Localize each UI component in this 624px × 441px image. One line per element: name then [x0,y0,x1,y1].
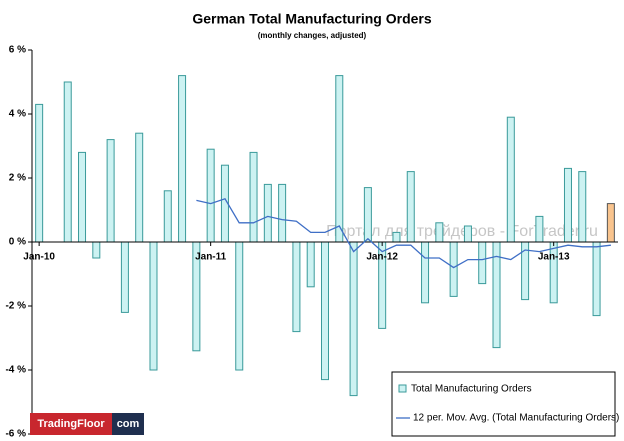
y-tick-label: 4 % [9,109,26,120]
bar [363,187,372,243]
bar [163,190,172,243]
bar [263,183,272,243]
bar [235,241,244,371]
bar [578,171,587,243]
bar [206,148,215,243]
logo-text: TradingFloor [37,418,105,430]
bar [435,222,444,243]
bar [92,241,101,259]
legend-label: 12 per. Mov. Avg. (Total Manufacturing O… [413,413,619,424]
moving-average-line [196,198,611,269]
bar [449,241,458,297]
bar [478,241,487,285]
logo-bg [30,413,112,435]
legend-box [391,371,616,437]
bar [406,171,415,243]
bar [78,151,87,243]
bar [292,241,301,333]
logo-bg [112,413,144,435]
bar [135,132,144,243]
bar [535,215,544,243]
bar [335,75,344,243]
bar [178,75,187,243]
bar [392,231,401,243]
bar [106,139,115,243]
y-tick-label: 0 % [9,237,26,248]
bar [306,241,315,288]
y-tick-label: 2 % [9,173,26,184]
y-tick-label: 6 % [9,45,26,56]
bar [506,116,515,243]
bar [63,81,72,243]
x-tick-label: Jan-10 [23,252,55,263]
bar [592,241,601,317]
y-tick-label: -6 % [5,429,26,440]
bar [606,203,615,243]
bar [35,103,44,243]
bar [563,167,572,243]
bar [321,241,329,381]
bar [492,241,501,349]
bar [463,225,472,243]
chart-subtitle: (monthly changes, adjusted) [258,31,367,40]
y-tick-label: -2 % [5,301,26,312]
chart-title: German Total Manufacturing Orders [192,11,432,27]
x-tick-label: Jan-13 [538,252,570,263]
x-tick-label: Jan-12 [366,252,398,263]
legend-swatch [398,384,407,393]
bar [120,241,129,313]
bar [349,241,358,397]
logo-text: com [117,418,140,430]
legend-label: Total Manufacturing Orders [411,384,532,395]
bar [249,151,258,243]
y-tick-label: -4 % [5,365,26,376]
bar [421,241,430,304]
bar [278,183,287,243]
x-tick-label: Jan-11 [195,252,227,263]
bar [149,241,158,371]
